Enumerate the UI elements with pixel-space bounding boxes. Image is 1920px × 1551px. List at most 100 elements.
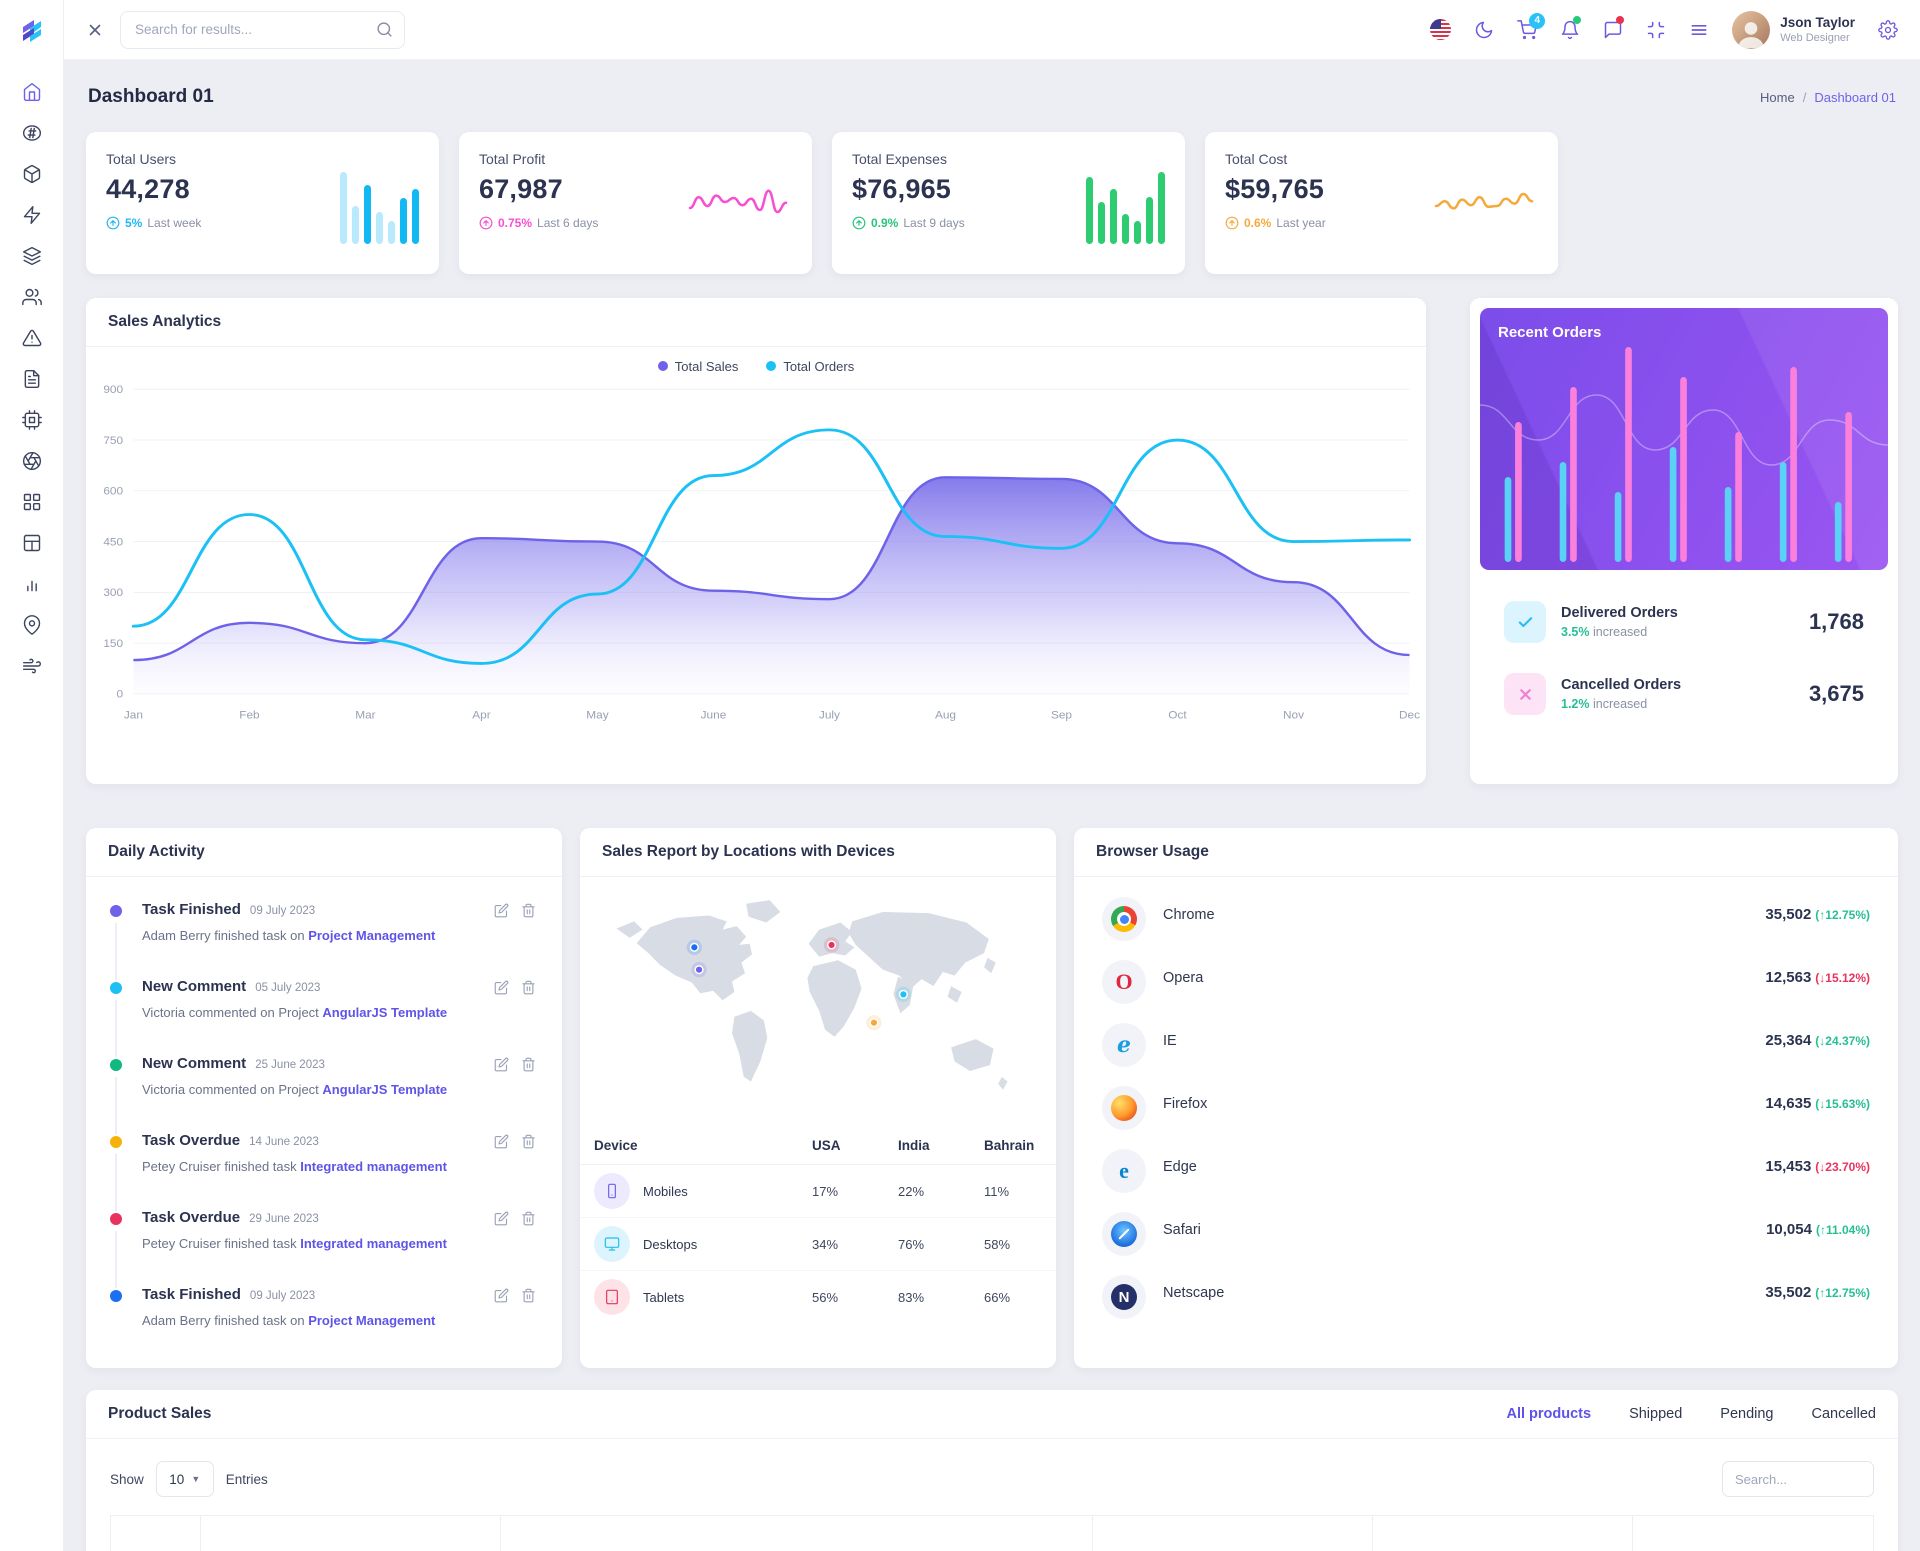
activity-title: Task Finished bbox=[142, 901, 241, 918]
delete-icon[interactable] bbox=[521, 1057, 536, 1072]
sales-analytics-chart: 0 150 300 450 600 750 900 Jan Feb Mar Apr May June Ju… bbox=[103, 384, 1420, 721]
tab-cancelled[interactable]: Cancelled bbox=[1811, 1406, 1877, 1422]
close-icon[interactable] bbox=[86, 21, 104, 39]
sidebar-item-charts-icon[interactable] bbox=[22, 574, 42, 594]
sidebar-item-layout-icon[interactable] bbox=[22, 533, 42, 553]
safari-icon bbox=[1102, 1212, 1146, 1256]
activity-title: Task Finished bbox=[142, 1286, 241, 1303]
edit-icon[interactable] bbox=[494, 1057, 509, 1072]
svg-text:Oct: Oct bbox=[1168, 710, 1187, 721]
stat-card-total-profit: Total Profit 67,987 0.75% Last 6 days bbox=[459, 132, 812, 274]
entries-select[interactable]: 10 ▼ bbox=[155, 1461, 214, 1497]
delete-icon[interactable] bbox=[521, 1211, 536, 1226]
firefox-icon bbox=[1102, 1086, 1146, 1130]
fullscreen-icon[interactable] bbox=[1646, 20, 1666, 40]
activity-date: 29 June 2023 bbox=[249, 1213, 319, 1225]
sidebar-item-home-icon[interactable] bbox=[22, 82, 42, 102]
edit-icon[interactable] bbox=[494, 903, 509, 918]
col-bahrain: Bahrain bbox=[970, 1127, 1056, 1165]
arrow-up-circle-icon bbox=[479, 216, 493, 230]
sidebar-item-package-icon[interactable] bbox=[22, 164, 42, 184]
sidebar-item-wind-icon[interactable] bbox=[22, 656, 42, 676]
edit-icon[interactable] bbox=[494, 1288, 509, 1303]
activity-item: New Comment 25 June 2023 Victoria comment… bbox=[110, 1055, 538, 1134]
table-search-input[interactable] bbox=[1722, 1461, 1874, 1497]
activity-link[interactable]: AngularJS Template bbox=[322, 1005, 448, 1020]
activity-title: Task Overdue bbox=[142, 1209, 241, 1226]
activity-link[interactable]: AngularJS Template bbox=[322, 1082, 448, 1097]
activity-item: New Comment 05 July 2023 Victoria comment… bbox=[110, 978, 538, 1057]
sidebar-item-cpu-icon[interactable] bbox=[21, 410, 42, 430]
row-value: 1,768 bbox=[1808, 609, 1864, 634]
activity-description: Victoria commented on Project AngularJS … bbox=[142, 1005, 448, 1020]
edit-icon[interactable] bbox=[494, 1211, 509, 1226]
app-logo[interactable] bbox=[0, 0, 63, 60]
sidebar-item-alert-icon[interactable] bbox=[22, 328, 42, 348]
delete-icon[interactable] bbox=[521, 903, 536, 918]
messages-icon[interactable] bbox=[1603, 15, 1625, 40]
sidebar-item-zap-icon[interactable] bbox=[22, 205, 42, 225]
sidebar-item-grid-icon[interactable] bbox=[22, 492, 42, 512]
delete-icon[interactable] bbox=[521, 1134, 536, 1149]
chevron-down-icon: ▼ bbox=[191, 1474, 201, 1484]
delete-icon[interactable] bbox=[521, 980, 536, 995]
product-sales-title: Product Sales bbox=[108, 1405, 212, 1422]
language-flag-icon[interactable] bbox=[1430, 19, 1452, 40]
sidebar-item-aperture-icon[interactable] bbox=[22, 451, 42, 471]
activity-item: Task Overdue 14 June 2023 Petey Cruiser f… bbox=[110, 1132, 538, 1211]
activity-item: Task Finished 09 July 2023 Adam Berry fin… bbox=[110, 901, 538, 980]
activity-date: 09 July 2023 bbox=[249, 1290, 316, 1302]
recent-orders-card: Recent Orders Delivered Orders 3.5% incr… bbox=[1470, 298, 1898, 784]
sidebar-item-maps-icon[interactable] bbox=[22, 615, 42, 635]
delete-icon[interactable] bbox=[521, 1288, 536, 1303]
switcher-menu-icon[interactable] bbox=[1689, 20, 1709, 40]
svg-text:May: May bbox=[586, 710, 609, 721]
notifications-bell-icon[interactable] bbox=[1560, 15, 1582, 40]
browser-name: Firefox bbox=[1163, 1095, 1208, 1112]
topbar: 4 Json Taylor Web Designer bbox=[64, 0, 1920, 60]
activity-dot bbox=[110, 1059, 122, 1071]
cancelled-orders-row: Cancelled Orders 1.2% increased 3,675 bbox=[1496, 658, 1872, 730]
table-search bbox=[1722, 1461, 1874, 1497]
timeline-line bbox=[115, 1000, 117, 1057]
search-icon[interactable] bbox=[376, 21, 393, 38]
page-title: Dashboard 01 bbox=[88, 86, 214, 107]
stat-card-total-users: Total Users 44,278 5% Last week bbox=[86, 132, 439, 274]
svg-text:Feb: Feb bbox=[239, 710, 259, 721]
user-menu[interactable]: Json Taylor Web Designer bbox=[1732, 10, 1855, 49]
search-input[interactable] bbox=[120, 10, 405, 49]
breadcrumb-home[interactable]: Home bbox=[1760, 89, 1795, 105]
stat-label: Total Cost bbox=[1225, 151, 1288, 167]
activity-description: Adam Berry finished task on Project Mana… bbox=[142, 1313, 436, 1328]
svg-text:Sep: Sep bbox=[1051, 710, 1072, 721]
activity-link[interactable]: Integrated management bbox=[300, 1159, 447, 1174]
activity-dot bbox=[110, 905, 122, 917]
browser-name: Netscape bbox=[1163, 1284, 1225, 1301]
table-row: Mobiles 17% 22% 11% bbox=[580, 1164, 1056, 1218]
activity-link[interactable]: Integrated management bbox=[300, 1236, 447, 1251]
edit-icon[interactable] bbox=[494, 980, 509, 995]
row-value: 3,675 bbox=[1808, 681, 1864, 706]
chart-legend: Total Sales Total Orders bbox=[86, 347, 1426, 376]
activity-item: Task Finished 09 July 2023 Adam Berry fin… bbox=[110, 1286, 538, 1363]
browser-row: N Netscape 35,502 (↑12.75%) bbox=[1102, 1275, 1870, 1319]
sidebar-item-pages-icon[interactable] bbox=[22, 369, 42, 389]
tab-shipped[interactable]: Shipped bbox=[1629, 1406, 1683, 1422]
activity-description: Petey Cruiser finished task Integrated m… bbox=[142, 1159, 447, 1174]
cart-icon[interactable]: 4 bbox=[1517, 12, 1546, 40]
dark-mode-moon-icon[interactable] bbox=[1474, 20, 1494, 40]
svg-text:300: 300 bbox=[103, 588, 123, 599]
tab-pending[interactable]: Pending bbox=[1720, 1406, 1774, 1422]
activity-link[interactable]: Project Management bbox=[308, 1313, 436, 1328]
settings-gear-icon[interactable] bbox=[1878, 19, 1898, 40]
sidebar-item-users-icon[interactable] bbox=[21, 287, 42, 307]
world-map bbox=[580, 877, 1056, 1127]
activity-link[interactable]: Project Management bbox=[308, 928, 436, 943]
edit-icon[interactable] bbox=[494, 1134, 509, 1149]
tab-all-products[interactable]: All products bbox=[1506, 1406, 1592, 1422]
stat-value: 44,278 bbox=[106, 174, 190, 204]
sidebar-item-layers-icon[interactable] bbox=[22, 246, 42, 266]
sidebar-item-apps-icon[interactable] bbox=[22, 123, 42, 143]
recent-orders-title: Recent Orders bbox=[1498, 324, 1602, 341]
table-row: Tablets 56% 83% 66% bbox=[580, 1271, 1056, 1324]
